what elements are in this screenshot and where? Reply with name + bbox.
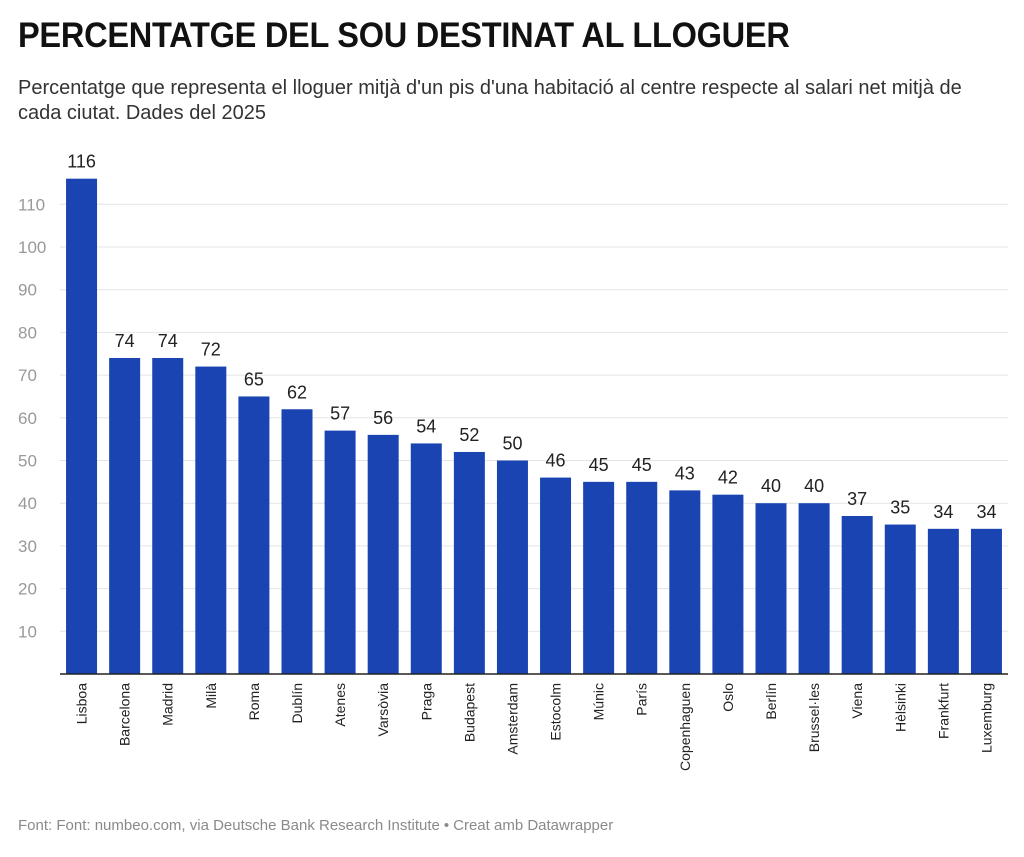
category-label: Budapest <box>461 683 477 742</box>
value-label: 45 <box>589 455 609 475</box>
chart-title: PERCENTATGE DEL SOU DESTINAT AL LLOGUER <box>18 16 790 55</box>
y-tick-label: 80 <box>18 323 37 342</box>
source-text: Font: Font: numbeo.com, via Deutsche Ban… <box>18 817 440 834</box>
category-labels: Lisboa Barcelona Madrid Milà Roma Dublín Atene… <box>74 683 995 771</box>
chart-subtitle: Percentatge que representa el lloguer mi… <box>18 77 962 124</box>
category-label: Amsterdam <box>504 683 520 755</box>
value-label: 40 <box>804 476 824 496</box>
value-label: 62 <box>287 382 307 402</box>
bar-m-nic <box>583 481 615 674</box>
value-label: 34 <box>933 502 953 522</box>
category-label: Varsòvia <box>375 683 391 737</box>
bar-berl-n <box>755 503 787 674</box>
category-label: Atenes <box>332 683 348 727</box>
value-label: 57 <box>330 404 350 424</box>
bar-lisboa <box>66 178 98 674</box>
bar-oslo <box>712 494 744 674</box>
bar-copenhaguen <box>669 490 701 674</box>
category-label: Viena <box>849 683 865 719</box>
value-label: 74 <box>158 331 178 351</box>
bar-atenes <box>324 430 356 674</box>
bars <box>66 178 1002 674</box>
value-label: 43 <box>675 463 695 483</box>
value-label: 65 <box>244 369 264 389</box>
value-label: 116 <box>67 152 96 172</box>
bar-vars-via <box>367 434 399 674</box>
bar-roma <box>238 396 270 674</box>
bar-mil- <box>195 366 227 674</box>
value-label: 40 <box>761 476 781 496</box>
y-tick-label: 90 <box>18 281 37 300</box>
value-label: 52 <box>459 425 479 445</box>
value-label: 37 <box>847 489 867 509</box>
value-label: 54 <box>416 416 436 436</box>
footer-separator: • <box>443 817 450 834</box>
category-label: Roma <box>246 683 262 721</box>
bar-frankfurt <box>927 528 959 674</box>
value-label: 35 <box>890 498 910 518</box>
bar-amsterdam <box>496 460 528 674</box>
y-tick-label: 40 <box>18 494 37 513</box>
bar-barcelona <box>109 358 141 674</box>
bar-estocolm <box>540 477 572 674</box>
category-label: Barcelona <box>117 683 133 746</box>
bar-dubl-n <box>281 409 313 674</box>
bar-luxemburg <box>970 528 1002 674</box>
category-label: Madrid <box>160 683 176 726</box>
category-label: Dublín <box>289 683 305 723</box>
value-label: 42 <box>718 468 738 488</box>
bar-madrid <box>152 358 184 674</box>
category-label: Milà <box>203 683 219 709</box>
category-label: Hèlsinki <box>892 683 908 732</box>
category-label: Múnic <box>591 683 607 720</box>
footer: Font: Font: numbeo.com, via Deutsche Ban… <box>18 817 613 834</box>
value-label: 34 <box>976 502 996 522</box>
bar-h-lsinki <box>884 524 916 674</box>
value-label: 50 <box>502 434 522 454</box>
y-tick-label: 50 <box>18 452 37 471</box>
y-tick-label: 10 <box>18 622 37 641</box>
y-tick-label: 70 <box>18 366 37 385</box>
category-label: Oslo <box>720 683 736 712</box>
value-label: 74 <box>115 331 135 351</box>
category-label: Luxemburg <box>978 683 994 753</box>
bar-brussel-les <box>798 503 830 674</box>
bar-viena <box>841 516 873 674</box>
category-label: Praga <box>418 683 434 721</box>
value-label: 46 <box>546 451 566 471</box>
value-label: 72 <box>201 340 221 360</box>
y-tick-label: 20 <box>18 580 37 599</box>
y-tick-label: 60 <box>18 409 37 428</box>
value-labels: 116 74 74 72 65 62 57 56 54 52 50 46 45 45 43 42 40 40 37 3… <box>67 152 996 522</box>
category-label: Frankfurt <box>935 683 951 739</box>
category-label: París <box>634 683 650 716</box>
value-label: 56 <box>373 408 393 428</box>
bar-chart: 10 20 30 40 50 60 70 80 90 100 110 116 74 74 72 65 62 57… <box>18 152 1008 771</box>
category-label: Copenhaguen <box>677 683 693 771</box>
y-tick-label: 30 <box>18 537 37 556</box>
credit-text: Creat amb Datawrapper <box>453 817 614 834</box>
bar-praga <box>410 443 442 674</box>
bar-budapest <box>453 451 485 674</box>
y-tick-label: 110 <box>18 195 45 214</box>
category-label: Berlín <box>763 683 779 720</box>
category-label: Lisboa <box>74 683 90 724</box>
category-label: Brussel·les <box>806 683 822 752</box>
value-label: 45 <box>632 455 652 475</box>
category-label: Estocolm <box>548 683 564 741</box>
bar-par-s <box>626 481 658 674</box>
y-tick-label: 100 <box>18 238 46 257</box>
